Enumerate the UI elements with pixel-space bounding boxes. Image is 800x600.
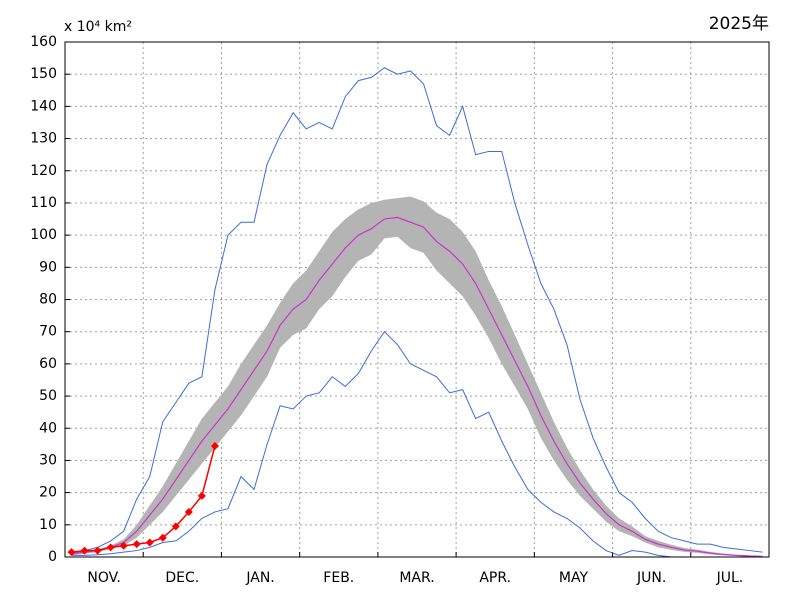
- x-tick-label: MAR.: [399, 570, 434, 586]
- point-marker: [145, 538, 154, 547]
- x-tick-label: JUL.: [716, 570, 744, 586]
- plot-frame: [64, 41, 770, 558]
- std-band: [71, 196, 763, 557]
- point-marker: [210, 441, 219, 450]
- point-marker: [197, 491, 206, 500]
- y-tick-label: 60: [39, 356, 57, 372]
- point-marker: [158, 533, 167, 542]
- y-tick-label: 10: [39, 517, 57, 533]
- series-line: [71, 330, 763, 558]
- point-marker: [106, 543, 115, 552]
- y-tick-label: 50: [39, 388, 57, 404]
- x-tick-label: NOV.: [87, 570, 120, 586]
- y-tick-label: 150: [30, 66, 57, 82]
- chart-title: 2025年: [709, 14, 769, 34]
- series-line: [71, 67, 763, 555]
- series-line: [71, 216, 763, 557]
- point-marker: [93, 546, 102, 555]
- y-tick-label: 20: [39, 485, 57, 501]
- y-tick-label: 30: [39, 452, 57, 468]
- x-tick-label: JUN.: [636, 570, 666, 586]
- y-tick-label: 130: [30, 131, 57, 147]
- y-tick-label: 70: [39, 324, 57, 340]
- point-marker: [184, 507, 193, 516]
- y-tick-label: 0: [48, 549, 57, 565]
- y-axis-label: x 10⁴ km²: [64, 19, 132, 35]
- x-tick-label: APR.: [479, 570, 511, 586]
- y-tick-label: 160: [30, 34, 57, 50]
- y-tick-label: 110: [30, 195, 57, 211]
- point-marker: [119, 541, 128, 550]
- x-tick-label: MAY: [559, 570, 589, 586]
- y-tick-label: 120: [30, 163, 57, 179]
- y-tick-label: 90: [39, 259, 57, 275]
- x-tick-label: DEC.: [165, 570, 199, 586]
- x-tick-label: JAN.: [245, 570, 274, 586]
- y-tick-label: 100: [30, 227, 57, 243]
- y-tick-label: 80: [39, 292, 57, 308]
- y-tick-label: 140: [30, 98, 57, 114]
- point-marker: [80, 546, 89, 555]
- point-marker: [171, 522, 180, 531]
- point-marker: [67, 548, 76, 557]
- point-marker: [132, 540, 141, 549]
- x-tick-label: FEB.: [323, 570, 354, 586]
- y-tick-label: 40: [39, 420, 57, 436]
